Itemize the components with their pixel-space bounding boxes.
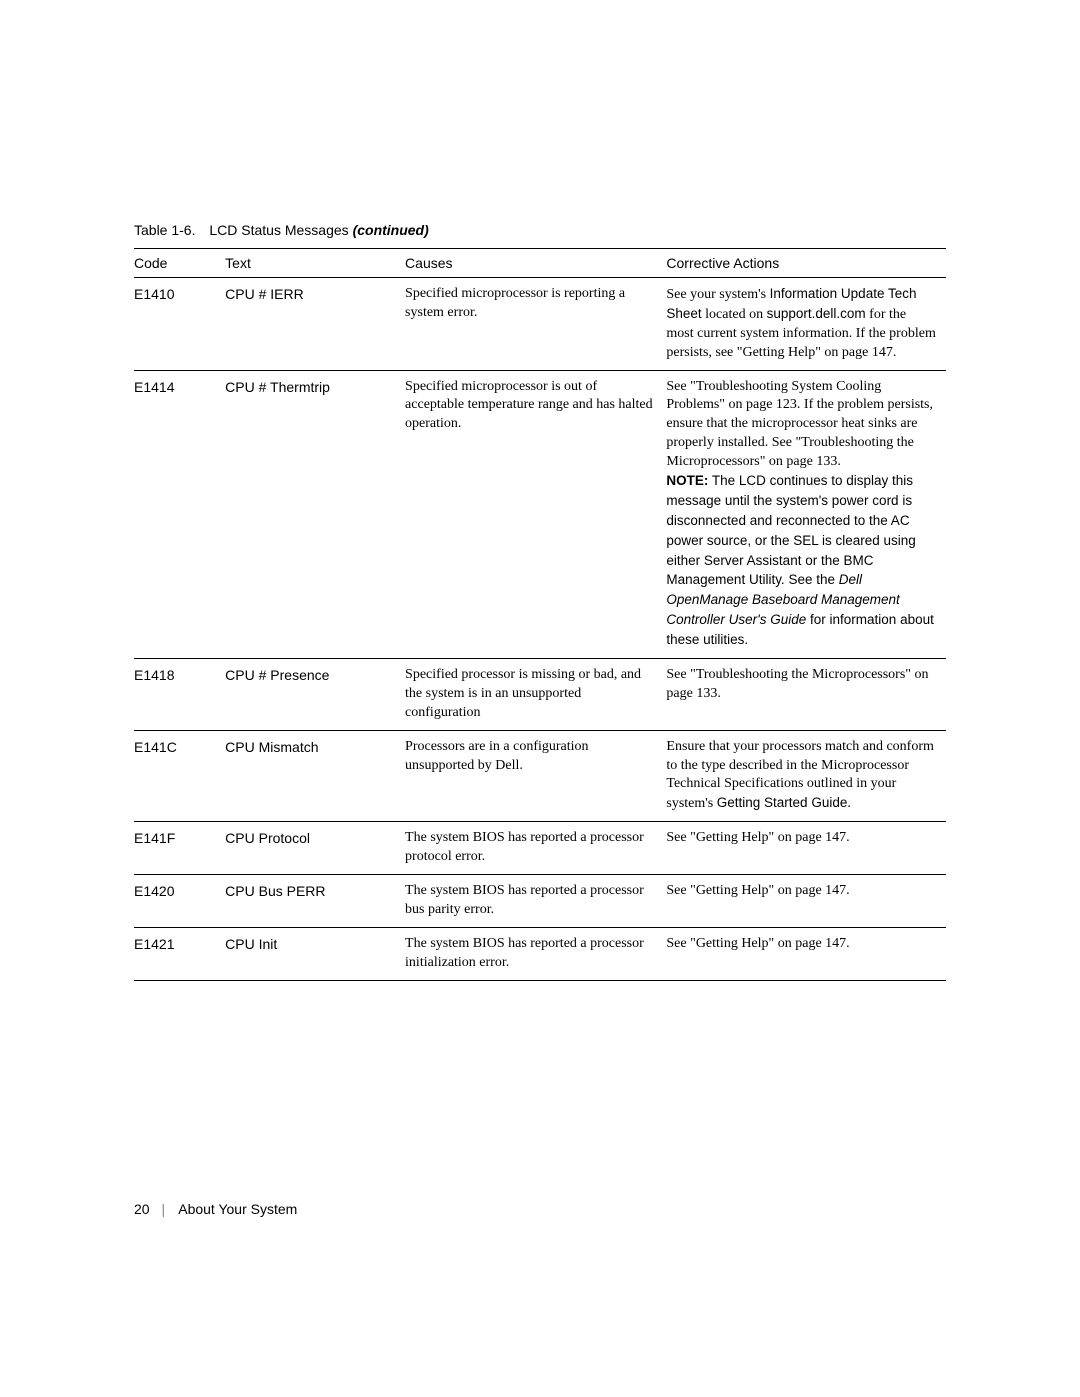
cell-text: CPU Mismatch xyxy=(225,730,405,822)
cell-actions: See "Troubleshooting the Microprocessors… xyxy=(666,659,946,731)
cell-code: E141F xyxy=(134,822,225,875)
table-number: Table 1-6. xyxy=(134,222,195,238)
cell-code: E1418 xyxy=(134,659,225,731)
cell-code: E141C xyxy=(134,730,225,822)
table-row: E1414CPU # ThermtripSpecified microproce… xyxy=(134,370,946,658)
table-row: E1420CPU Bus PERRThe system BIOS has rep… xyxy=(134,875,946,928)
cell-causes: The system BIOS has reported a processor… xyxy=(405,927,666,980)
table-header-row: Code Text Causes Corrective Actions xyxy=(134,249,946,278)
cell-actions: See "Getting Help" on page 147. xyxy=(666,822,946,875)
table-row: E1410CPU # IERRSpecified microprocessor … xyxy=(134,278,946,371)
cell-code: E1421 xyxy=(134,927,225,980)
header-text: Text xyxy=(225,249,405,278)
cell-code: E1414 xyxy=(134,370,225,658)
cell-causes: The system BIOS has reported a processor… xyxy=(405,875,666,928)
table-body: E1410CPU # IERRSpecified microprocessor … xyxy=(134,278,946,981)
cell-text: CPU Protocol xyxy=(225,822,405,875)
table-row: E141FCPU ProtocolThe system BIOS has rep… xyxy=(134,822,946,875)
table-row: E1418CPU # PresenceSpecified processor i… xyxy=(134,659,946,731)
document-page: Table 1-6. LCD Status Messages (continue… xyxy=(0,0,1080,1081)
cell-actions: See "Getting Help" on page 147. xyxy=(666,927,946,980)
cell-code: E1420 xyxy=(134,875,225,928)
header-actions: Corrective Actions xyxy=(666,249,946,278)
cell-actions: Ensure that your processors match and co… xyxy=(666,730,946,822)
cell-text: CPU Bus PERR xyxy=(225,875,405,928)
cell-text: CPU # Presence xyxy=(225,659,405,731)
lcd-status-table: Code Text Causes Corrective Actions E141… xyxy=(134,248,946,981)
cell-actions: See your system's Information Update Tec… xyxy=(666,278,946,371)
cell-text: CPU # Thermtrip xyxy=(225,370,405,658)
cell-actions: See "Getting Help" on page 147. xyxy=(666,875,946,928)
cell-causes: Specified microprocessor is out of accep… xyxy=(405,370,666,658)
cell-causes: Specified microprocessor is reporting a … xyxy=(405,278,666,371)
table-caption: Table 1-6. LCD Status Messages (continue… xyxy=(134,222,946,238)
cell-code: E1410 xyxy=(134,278,225,371)
table-continued: (continued) xyxy=(353,222,429,238)
page-number: 20 xyxy=(134,1201,150,1217)
cell-causes: Specified processor is missing or bad, a… xyxy=(405,659,666,731)
footer-section: About Your System xyxy=(178,1201,297,1217)
cell-causes: The system BIOS has reported a processor… xyxy=(405,822,666,875)
cell-causes: Processors are in a configuration unsupp… xyxy=(405,730,666,822)
header-causes: Causes xyxy=(405,249,666,278)
page-footer: 20 | About Your System xyxy=(134,1201,297,1217)
cell-text: CPU # IERR xyxy=(225,278,405,371)
table-row: E141CCPU MismatchProcessors are in a con… xyxy=(134,730,946,822)
table-row: E1421CPU InitThe system BIOS has reporte… xyxy=(134,927,946,980)
cell-text: CPU Init xyxy=(225,927,405,980)
footer-separator: | xyxy=(161,1201,165,1217)
table-title: LCD Status Messages xyxy=(209,222,348,238)
header-code: Code xyxy=(134,249,225,278)
cell-actions: See "Troubleshooting System Cooling Prob… xyxy=(666,370,946,658)
